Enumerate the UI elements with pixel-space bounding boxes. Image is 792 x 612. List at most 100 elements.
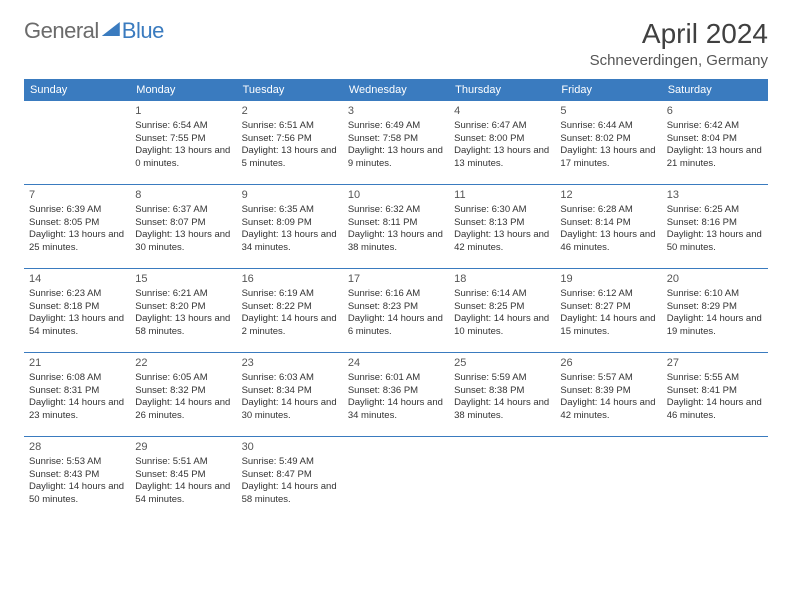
- sunrise-text: Sunrise: 5:57 AM: [560, 372, 656, 385]
- title-block: April 2024 Schneverdingen, Germany: [590, 18, 768, 69]
- sunset-text: Sunset: 7:58 PM: [348, 133, 444, 146]
- calendar-cell: 9Sunrise: 6:35 AMSunset: 8:09 PMDaylight…: [237, 185, 343, 269]
- brand-logo: General Blue: [24, 18, 164, 44]
- daylight-text: Daylight: 14 hours and 38 minutes.: [454, 397, 550, 423]
- daylight-text: Daylight: 14 hours and 34 minutes.: [348, 397, 444, 423]
- daylight-text: Daylight: 13 hours and 42 minutes.: [454, 229, 550, 255]
- calendar-cell: 19Sunrise: 6:12 AMSunset: 8:27 PMDayligh…: [555, 269, 661, 353]
- daylight-text: Daylight: 14 hours and 58 minutes.: [242, 481, 338, 507]
- sunrise-text: Sunrise: 6:03 AM: [242, 372, 338, 385]
- sunrise-text: Sunrise: 5:49 AM: [242, 456, 338, 469]
- weekday-header-cell: Saturday: [662, 79, 768, 101]
- sunset-text: Sunset: 8:22 PM: [242, 301, 338, 314]
- sunset-text: Sunset: 8:43 PM: [29, 469, 125, 482]
- location-text: Schneverdingen, Germany: [590, 52, 768, 69]
- calendar-cell: 3Sunrise: 6:49 AMSunset: 7:58 PMDaylight…: [343, 101, 449, 185]
- daylight-text: Daylight: 14 hours and 54 minutes.: [135, 481, 231, 507]
- calendar-cell: 13Sunrise: 6:25 AMSunset: 8:16 PMDayligh…: [662, 185, 768, 269]
- day-number: 12: [560, 188, 656, 203]
- sunset-text: Sunset: 8:00 PM: [454, 133, 550, 146]
- sunset-text: Sunset: 8:14 PM: [560, 217, 656, 230]
- sunset-text: Sunset: 8:09 PM: [242, 217, 338, 230]
- day-number: 2: [242, 104, 338, 119]
- daylight-text: Daylight: 14 hours and 26 minutes.: [135, 397, 231, 423]
- calendar-cell: 10Sunrise: 6:32 AMSunset: 8:11 PMDayligh…: [343, 185, 449, 269]
- sunrise-text: Sunrise: 6:19 AM: [242, 288, 338, 301]
- daylight-text: Daylight: 13 hours and 30 minutes.: [135, 229, 231, 255]
- day-number: 21: [29, 356, 125, 371]
- day-number: 16: [242, 272, 338, 287]
- day-number: 11: [454, 188, 550, 203]
- day-number: 29: [135, 440, 231, 455]
- header: General Blue April 2024 Schneverdingen, …: [24, 18, 768, 69]
- daylight-text: Daylight: 13 hours and 34 minutes.: [242, 229, 338, 255]
- sunset-text: Sunset: 8:36 PM: [348, 385, 444, 398]
- calendar-cell: 6Sunrise: 6:42 AMSunset: 8:04 PMDaylight…: [662, 101, 768, 185]
- day-number: 5: [560, 104, 656, 119]
- calendar-cell: 21Sunrise: 6:08 AMSunset: 8:31 PMDayligh…: [24, 353, 130, 437]
- calendar-cell: 11Sunrise: 6:30 AMSunset: 8:13 PMDayligh…: [449, 185, 555, 269]
- calendar-cell: 27Sunrise: 5:55 AMSunset: 8:41 PMDayligh…: [662, 353, 768, 437]
- sunrise-text: Sunrise: 6:21 AM: [135, 288, 231, 301]
- daylight-text: Daylight: 13 hours and 0 minutes.: [135, 145, 231, 171]
- sunset-text: Sunset: 8:31 PM: [29, 385, 125, 398]
- day-number: 7: [29, 188, 125, 203]
- day-number: 22: [135, 356, 231, 371]
- calendar-cell: 14Sunrise: 6:23 AMSunset: 8:18 PMDayligh…: [24, 269, 130, 353]
- weekday-header-cell: Tuesday: [237, 79, 343, 101]
- daylight-text: Daylight: 14 hours and 2 minutes.: [242, 313, 338, 339]
- sunset-text: Sunset: 8:05 PM: [29, 217, 125, 230]
- sunrise-text: Sunrise: 6:39 AM: [29, 204, 125, 217]
- daylight-text: Daylight: 14 hours and 30 minutes.: [242, 397, 338, 423]
- calendar-cell: 12Sunrise: 6:28 AMSunset: 8:14 PMDayligh…: [555, 185, 661, 269]
- calendar-cell: 8Sunrise: 6:37 AMSunset: 8:07 PMDaylight…: [130, 185, 236, 269]
- calendar-cell: 7Sunrise: 6:39 AMSunset: 8:05 PMDaylight…: [24, 185, 130, 269]
- sunset-text: Sunset: 8:23 PM: [348, 301, 444, 314]
- calendar-cell: 1Sunrise: 6:54 AMSunset: 7:55 PMDaylight…: [130, 101, 236, 185]
- day-number: 14: [29, 272, 125, 287]
- sunset-text: Sunset: 8:38 PM: [454, 385, 550, 398]
- weekday-header-cell: Wednesday: [343, 79, 449, 101]
- sunrise-text: Sunrise: 6:51 AM: [242, 120, 338, 133]
- calendar-cell: [662, 437, 768, 521]
- sunrise-text: Sunrise: 6:10 AM: [667, 288, 763, 301]
- daylight-text: Daylight: 14 hours and 19 minutes.: [667, 313, 763, 339]
- daylight-text: Daylight: 14 hours and 50 minutes.: [29, 481, 125, 507]
- sunset-text: Sunset: 8:20 PM: [135, 301, 231, 314]
- calendar-grid: 1Sunrise: 6:54 AMSunset: 7:55 PMDaylight…: [24, 101, 768, 521]
- sunrise-text: Sunrise: 6:12 AM: [560, 288, 656, 301]
- sunset-text: Sunset: 8:41 PM: [667, 385, 763, 398]
- sunrise-text: Sunrise: 6:25 AM: [667, 204, 763, 217]
- daylight-text: Daylight: 13 hours and 54 minutes.: [29, 313, 125, 339]
- sunset-text: Sunset: 8:11 PM: [348, 217, 444, 230]
- calendar-cell: 16Sunrise: 6:19 AMSunset: 8:22 PMDayligh…: [237, 269, 343, 353]
- calendar-cell: 23Sunrise: 6:03 AMSunset: 8:34 PMDayligh…: [237, 353, 343, 437]
- sunset-text: Sunset: 8:02 PM: [560, 133, 656, 146]
- daylight-text: Daylight: 14 hours and 6 minutes.: [348, 313, 444, 339]
- sunrise-text: Sunrise: 5:53 AM: [29, 456, 125, 469]
- sunrise-text: Sunrise: 6:08 AM: [29, 372, 125, 385]
- calendar-cell: 28Sunrise: 5:53 AMSunset: 8:43 PMDayligh…: [24, 437, 130, 521]
- sunset-text: Sunset: 8:47 PM: [242, 469, 338, 482]
- daylight-text: Daylight: 13 hours and 13 minutes.: [454, 145, 550, 171]
- day-number: 13: [667, 188, 763, 203]
- day-number: 8: [135, 188, 231, 203]
- sunrise-text: Sunrise: 6:32 AM: [348, 204, 444, 217]
- sunrise-text: Sunrise: 6:23 AM: [29, 288, 125, 301]
- sunrise-text: Sunrise: 6:05 AM: [135, 372, 231, 385]
- calendar-cell: [343, 437, 449, 521]
- day-number: 18: [454, 272, 550, 287]
- sunrise-text: Sunrise: 6:42 AM: [667, 120, 763, 133]
- day-number: 26: [560, 356, 656, 371]
- day-number: 17: [348, 272, 444, 287]
- sunset-text: Sunset: 7:56 PM: [242, 133, 338, 146]
- calendar-page: General Blue April 2024 Schneverdingen, …: [0, 0, 792, 533]
- sunrise-text: Sunrise: 6:47 AM: [454, 120, 550, 133]
- day-number: 15: [135, 272, 231, 287]
- sunset-text: Sunset: 8:16 PM: [667, 217, 763, 230]
- daylight-text: Daylight: 14 hours and 23 minutes.: [29, 397, 125, 423]
- sunrise-text: Sunrise: 6:54 AM: [135, 120, 231, 133]
- day-number: 25: [454, 356, 550, 371]
- sunset-text: Sunset: 8:27 PM: [560, 301, 656, 314]
- weekday-header-cell: Thursday: [449, 79, 555, 101]
